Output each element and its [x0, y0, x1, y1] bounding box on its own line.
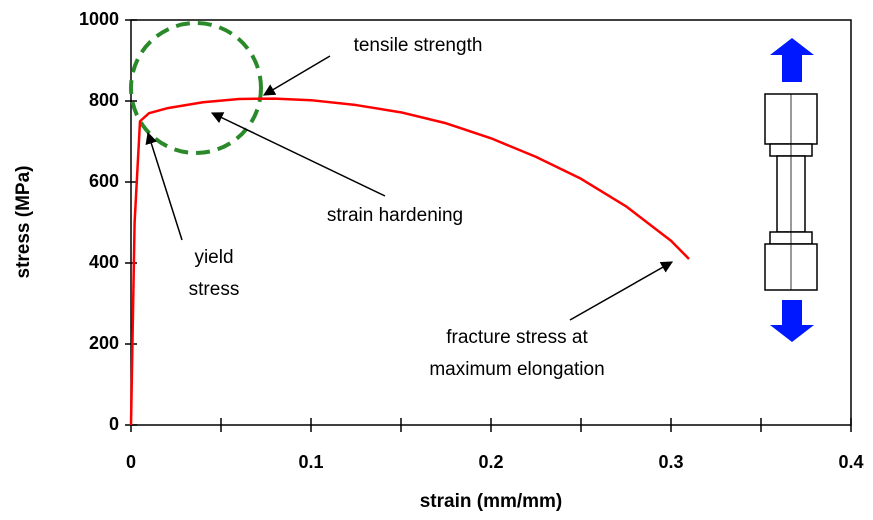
highlight-circle [129, 21, 263, 155]
y-tick-label: 0 [109, 414, 119, 434]
x-tick-label: 0.2 [478, 452, 503, 472]
stress-strain-curve [129, 97, 690, 426]
annotation: yield [194, 247, 233, 268]
y-tick-label: 400 [89, 252, 119, 272]
y-tick-label: 800 [89, 90, 119, 110]
y-tick-label: 200 [89, 333, 119, 353]
x-tick-label: 0.4 [838, 452, 863, 472]
x-axis-label: strain (mm/mm) [420, 491, 563, 512]
tension-arrow-down [770, 300, 814, 342]
x-tick-label: 0 [126, 452, 136, 472]
annotation: stress [189, 279, 240, 300]
y-tick-label: 600 [89, 171, 119, 191]
x-tick-label: 0.1 [298, 452, 323, 472]
annotation: maximum elongation [429, 359, 604, 380]
annotation: strain hardening [327, 205, 463, 226]
y-axis-label: stress (MPa) [13, 166, 34, 279]
annotation-arrows [145, 55, 674, 321]
specimen [764, 93, 818, 291]
x-tick-label: 0.3 [658, 452, 683, 472]
annotation: fracture stress at [446, 327, 588, 348]
annotation: tensile strength [354, 35, 483, 56]
y-tick-label: 1000 [79, 9, 119, 29]
tension-arrow-up [770, 38, 814, 82]
